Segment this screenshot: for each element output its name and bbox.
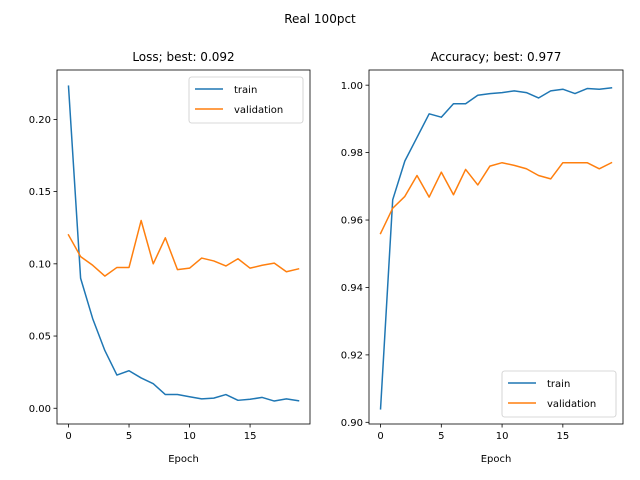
y-tick-label: 0.05: [29, 332, 51, 343]
x-axis-label: Epoch: [481, 454, 512, 465]
x-tick-label: 15: [556, 431, 569, 442]
plot-area: 0 5 10 15 0.90 0.92 0.94 0.96 0.98 1.00 train valid…: [341, 69, 624, 442]
series-line-validation: [379, 161, 613, 235]
x-tick-label: 15: [244, 431, 257, 442]
loss-subplot: Loss; best: 0.092 Epoch 0 5 10 15 0.00 0.05 0.…: [29, 50, 311, 465]
x-tick-label: 5: [438, 431, 444, 442]
legend-label-validation: validation: [234, 105, 283, 116]
x-axis-label: Epoch: [168, 454, 199, 465]
x-tick-label: 5: [126, 431, 132, 442]
legend-label-train: train: [547, 379, 570, 390]
legend: train validation: [501, 370, 617, 418]
y-tick-label: 0.96: [341, 216, 363, 227]
y-tick-label: 0.10: [29, 259, 51, 270]
accuracy-subplot: Accuracy; best: 0.977 Epoch 0 5 10 15 0.90 0.…: [341, 50, 624, 465]
y-tick-label: 0.15: [29, 187, 51, 198]
legend-frame: [188, 76, 304, 124]
legend-label-validation: validation: [547, 399, 596, 410]
x-tick-label: 0: [377, 431, 383, 442]
x-tick-label: 10: [183, 431, 196, 442]
y-tick-label: 1.00: [341, 81, 363, 92]
y-tick-label: 0.00: [29, 404, 51, 415]
legend: train validation: [188, 76, 304, 124]
y-tick-label: 0.92: [341, 350, 363, 361]
subplot-title: Loss; best: 0.092: [132, 50, 234, 64]
axes-frame: [56, 69, 311, 425]
y-tick-label: 0.90: [341, 418, 363, 429]
figure-suptitle: Real 100pct: [284, 12, 356, 26]
legend-frame: [501, 370, 617, 418]
plot-area: 0 5 10 15 0.00 0.05 0.10 0.15 0.20 train validatio…: [29, 69, 311, 442]
x-tick-label: 10: [496, 431, 509, 442]
series-line-train: [67, 85, 300, 402]
y-tick-label: 0.98: [341, 148, 363, 159]
series-line-validation: [67, 219, 300, 277]
y-tick-label: 0.94: [341, 283, 363, 294]
legend-label-train: train: [234, 85, 257, 96]
axes-frame: [368, 69, 624, 425]
x-tick-label: 0: [65, 431, 71, 442]
y-tick-label: 0.20: [29, 115, 51, 126]
series-line-train: [379, 87, 613, 410]
subplot-title: Accuracy; best: 0.977: [431, 50, 562, 64]
